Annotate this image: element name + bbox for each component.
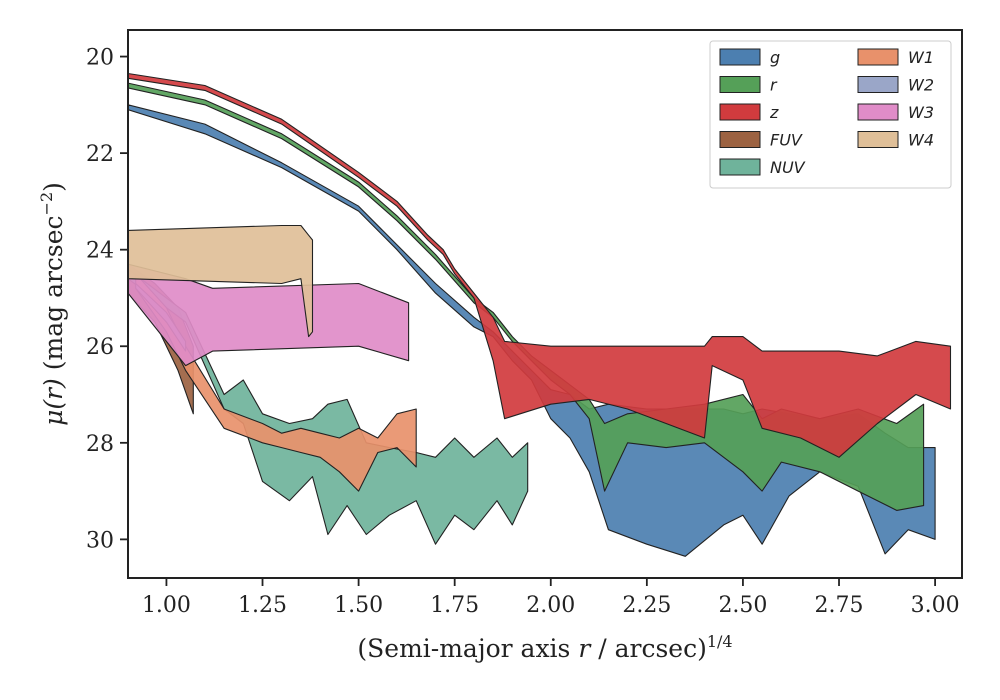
legend-item-w2: W2 — [857, 76, 934, 95]
band-w1 — [135, 273, 417, 492]
legend-item-w1: W1 — [857, 48, 934, 67]
legend-label: FUV — [770, 131, 803, 150]
legend-item-nuv: NUV — [719, 158, 806, 177]
x-axis: 1.00 1.25 1.50 1.75 2.00 2.25 2.50 2.75 3.00 — [142, 578, 960, 618]
x-tick-label: 2.50 — [718, 593, 767, 618]
legend-item-w4: W4 — [857, 131, 934, 150]
x-tick-label: 2.00 — [526, 593, 575, 618]
legend-label: W4 — [908, 131, 934, 150]
legend-item-r: r — [719, 76, 778, 95]
legend-swatch — [857, 48, 899, 66]
legend-swatch — [719, 76, 761, 93]
plot-frame — [127, 29, 963, 579]
legend-swatch — [857, 131, 899, 148]
x-tick-label: 1.75 — [430, 593, 479, 618]
legend-swatch — [719, 103, 761, 121]
x-tick-label: 1.00 — [142, 593, 191, 618]
legend-label: g — [770, 48, 780, 67]
legend-label: z — [769, 103, 779, 122]
legend: grz FUV NUV W1 W2 W3 W4 — [709, 40, 952, 189]
band-w4 — [128, 224, 314, 338]
legend-swatch — [857, 76, 899, 93]
legend-item-g: g — [719, 48, 780, 67]
y-tick-label: 30 — [86, 528, 114, 553]
legend-item-z: z — [719, 103, 779, 122]
legend-swatch — [857, 103, 899, 121]
x-tick-label: 1.25 — [238, 593, 287, 618]
legend-item-w3: W3 — [857, 103, 934, 122]
y-axis-label: μ(r) (mag arcsec−2) — [37, 182, 68, 426]
legend-swatch — [719, 48, 761, 66]
band-nuv — [128, 268, 529, 545]
y-axis: 20 22 24 26 28 30 — [86, 46, 128, 553]
y-tick-label: 20 — [86, 46, 114, 71]
x-tick-label: 2.25 — [622, 593, 671, 618]
legend-swatch — [719, 158, 761, 176]
legend-label: W2 — [908, 76, 934, 95]
x-tick-label: 2.75 — [815, 593, 864, 618]
x-tick-label: 3.00 — [911, 593, 960, 618]
legend-label: r — [770, 76, 778, 95]
band-z — [128, 72, 952, 458]
legend-swatch — [719, 131, 761, 148]
legend-label: W1 — [908, 48, 934, 67]
y-tick-label: 26 — [86, 335, 114, 360]
legend-label: NUV — [770, 158, 806, 177]
legend-item-fuv: FUV — [719, 131, 803, 150]
x-tick-label: 1.50 — [334, 593, 383, 618]
y-tick-label: 22 — [86, 142, 114, 167]
y-tick-label: 24 — [86, 239, 114, 264]
y-tick-label: 28 — [86, 432, 114, 457]
legend-label: W3 — [908, 103, 934, 122]
x-axis-label: (Semi-major axis r / arcsec)1/4 — [357, 632, 732, 663]
plot-area — [128, 72, 952, 557]
